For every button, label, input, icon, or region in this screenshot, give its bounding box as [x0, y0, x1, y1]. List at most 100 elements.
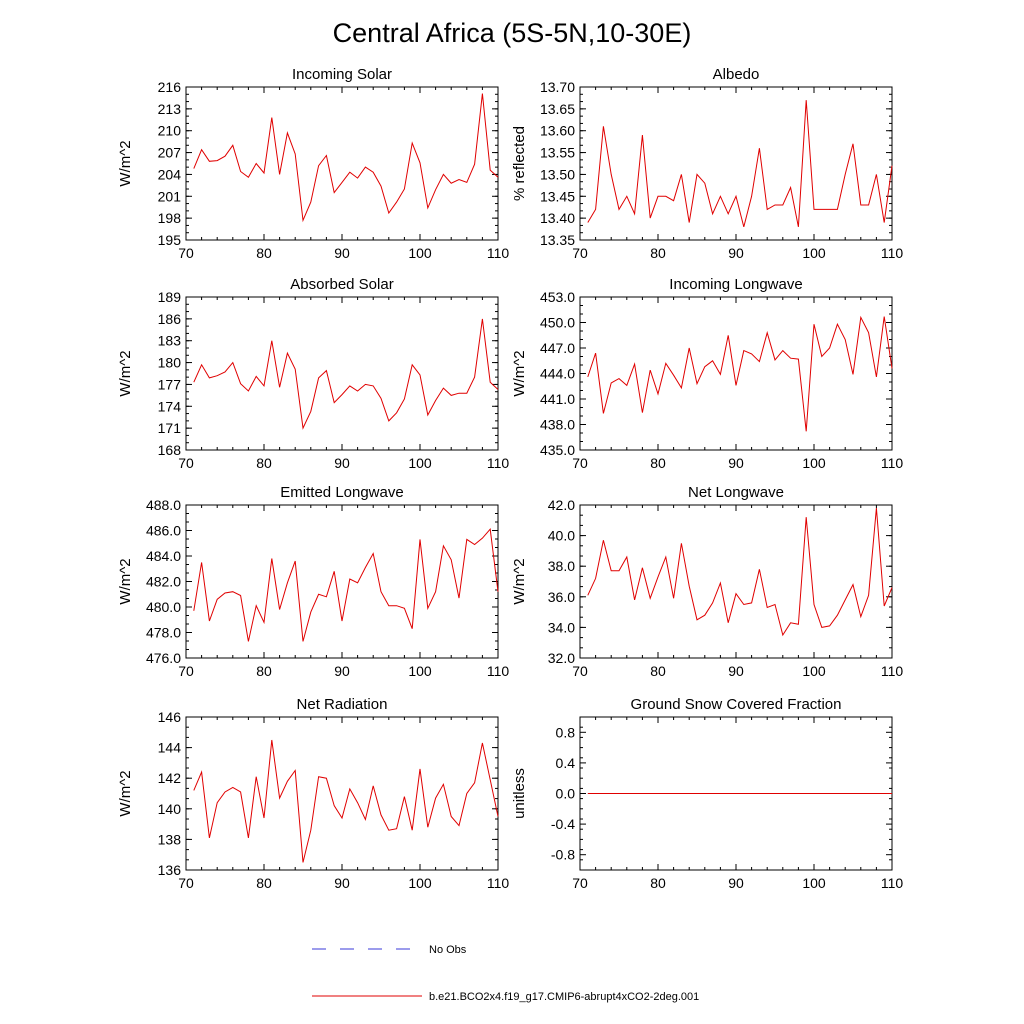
- y-tick-label: 13.60: [540, 123, 575, 139]
- panel-title: Incoming Solar: [292, 66, 392, 83]
- x-tick-label: 70: [178, 875, 194, 891]
- panel-title: Emitted Longwave: [280, 484, 403, 501]
- y-tick-label: 0.8: [556, 724, 576, 740]
- x-tick-label: 90: [334, 875, 350, 891]
- x-tick-label: 110: [881, 663, 904, 679]
- panel-title: Albedo: [713, 66, 760, 83]
- x-tick-label: 80: [650, 245, 666, 261]
- x-tick-label: 90: [728, 663, 744, 679]
- x-tick-label: 70: [572, 663, 588, 679]
- y-tick-label: 186: [158, 311, 182, 327]
- y-tick-label: -0.4: [551, 816, 575, 832]
- x-tick-label: 100: [408, 875, 432, 891]
- y-tick-label: 13.65: [540, 101, 575, 117]
- legend: No Obs b.e21.BCO2x4.f19_g17.CMIP6-abrupt…: [312, 944, 699, 1003]
- x-tick-label: 80: [256, 455, 272, 471]
- x-tick-label: 80: [256, 245, 272, 261]
- series-line: [587, 100, 893, 228]
- y-tick-label: 13.40: [540, 210, 575, 226]
- x-tick-label: 90: [334, 245, 350, 261]
- y-tick-label: 34.0: [548, 619, 575, 635]
- y-tick-label: 480.0: [146, 599, 181, 615]
- panel-net-longwave: Net Longwave W/m^2 70 80 90 100 110 32.0 34.0 36.…: [511, 484, 903, 679]
- y-tick-label: 478.0: [146, 625, 181, 641]
- y-tick-label: 146: [158, 709, 182, 725]
- y-tick-label: 201: [158, 188, 182, 204]
- y-tick-label: 13.50: [540, 166, 575, 182]
- x-tick-label: 70: [572, 455, 588, 471]
- x-tick-label: 110: [487, 663, 510, 679]
- panel-net-radiation: Net Radiation W/m^2 70 80 90 100 110 136 138 140 1…: [117, 696, 509, 891]
- x-tick-label: 90: [728, 455, 744, 471]
- y-tick-label: 144: [158, 740, 182, 756]
- x-tick-label: 110: [881, 455, 904, 471]
- panel-incoming-longwave: Incoming Longwave W/m^2 70 80 90 100 110 435.0 4…: [511, 276, 903, 471]
- y-tick-label: -0.8: [551, 847, 575, 863]
- legend-model-label: b.e21.BCO2x4.f19_g17.CMIP6-abrupt4xCO2-2…: [429, 991, 699, 1003]
- y-tick-label: 13.55: [540, 145, 575, 161]
- x-tick-label: 110: [487, 875, 510, 891]
- x-tick-label: 80: [650, 455, 666, 471]
- y-tick-label: 476.0: [146, 650, 181, 666]
- y-tick-label: 484.0: [146, 548, 181, 564]
- series-line: [193, 318, 499, 430]
- y-tick-label: 189: [158, 289, 182, 305]
- x-tick-label: 70: [178, 455, 194, 471]
- series-line: [193, 528, 499, 642]
- y-tick-label: 136: [158, 862, 182, 878]
- series-line: [193, 93, 499, 223]
- y-tick-label: 40.0: [548, 528, 575, 544]
- x-tick-label: 90: [728, 245, 744, 261]
- y-tick-label: 142: [158, 770, 182, 786]
- x-tick-label: 110: [487, 455, 510, 471]
- y-axis-label: unitless: [511, 768, 528, 819]
- series-line: [587, 508, 893, 637]
- panels: Incoming Solar W/m^2 70 80 90 100 110 195 198 201…: [117, 66, 903, 891]
- y-axis-label: W/m^2: [117, 140, 134, 186]
- y-tick-label: 183: [158, 333, 182, 349]
- x-tick-label: 110: [881, 245, 904, 261]
- y-tick-label: 140: [158, 801, 182, 817]
- y-tick-label: 486.0: [146, 523, 181, 539]
- panel-ground-snow-covered-fraction: Ground Snow Covered Fraction unitless 70 80…: [511, 696, 903, 891]
- panel-title: Net Radiation: [297, 696, 388, 713]
- x-tick-label: 100: [408, 455, 432, 471]
- y-tick-label: 213: [158, 101, 182, 117]
- y-tick-label: 441.0: [540, 391, 575, 407]
- x-tick-label: 90: [334, 455, 350, 471]
- x-tick-label: 110: [881, 875, 904, 891]
- x-tick-label: 100: [408, 245, 432, 261]
- y-tick-label: 0.4: [556, 755, 576, 771]
- x-tick-label: 90: [728, 875, 744, 891]
- panel-title: Net Longwave: [688, 484, 784, 501]
- x-tick-label: 110: [487, 245, 510, 261]
- y-axis-label: W/m^2: [511, 350, 528, 396]
- y-tick-label: 207: [158, 145, 182, 161]
- y-tick-label: 168: [158, 442, 182, 458]
- x-tick-label: 70: [178, 245, 194, 261]
- y-tick-label: 138: [158, 831, 182, 847]
- y-tick-label: 13.45: [540, 188, 575, 204]
- y-axis-label: W/m^2: [117, 558, 134, 604]
- panel-incoming-solar: Incoming Solar W/m^2 70 80 90 100 110 195 198 201…: [117, 66, 509, 261]
- y-axis-label: W/m^2: [511, 558, 528, 604]
- x-tick-label: 80: [256, 663, 272, 679]
- legend-obs-label: No Obs: [429, 944, 467, 956]
- y-tick-label: 204: [158, 166, 182, 182]
- x-tick-label: 100: [802, 875, 826, 891]
- y-axis-label: W/m^2: [117, 350, 134, 396]
- y-tick-label: 195: [158, 232, 182, 248]
- panel-absorbed-solar: Absorbed Solar W/m^2 70 80 90 100 110 168 171 174…: [117, 276, 509, 471]
- y-tick-label: 482.0: [146, 574, 181, 590]
- y-tick-label: 216: [158, 79, 182, 95]
- y-tick-label: 32.0: [548, 650, 575, 666]
- x-tick-label: 100: [408, 663, 432, 679]
- x-tick-label: 100: [802, 663, 826, 679]
- figure-title: Central Africa (5S-5N,10-30E): [333, 18, 692, 48]
- x-tick-label: 80: [650, 875, 666, 891]
- x-tick-label: 80: [650, 663, 666, 679]
- y-tick-label: 438.0: [540, 417, 575, 433]
- y-tick-label: 42.0: [548, 497, 575, 513]
- y-tick-label: 38.0: [548, 558, 575, 574]
